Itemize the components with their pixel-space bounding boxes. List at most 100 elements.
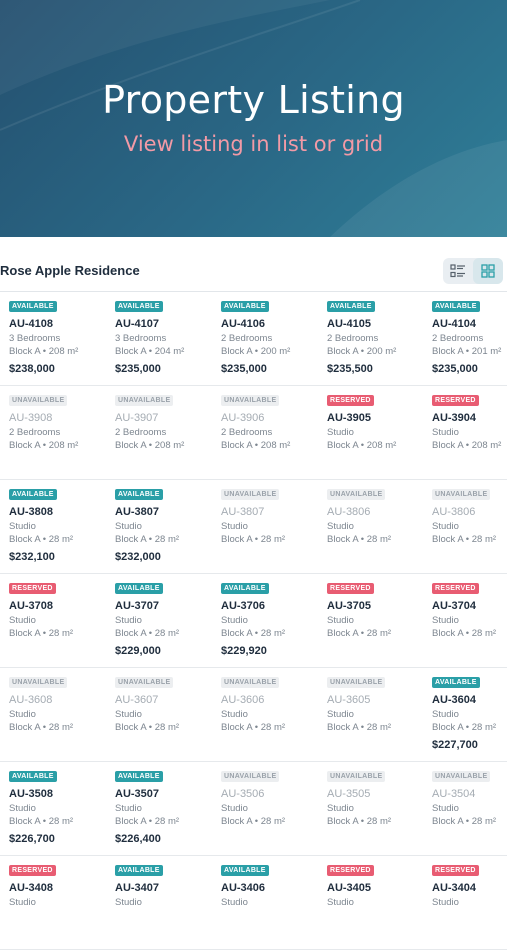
status-badge: UNAVAILABLE — [9, 395, 68, 406]
unit-card[interactable]: AVAILABLE AU-3807 Studio Block A • 28 m² $23… — [106, 480, 212, 573]
list-view-icon — [450, 264, 465, 278]
unit-size: Block A • 200 m² — [327, 346, 397, 357]
unit-card[interactable]: UNAVAILABLE AU-3607 Studio Block A • 28 m² — [106, 668, 212, 761]
unit-card[interactable]: AVAILABLE AU-4106 2 Bedrooms Block A • 200 … — [212, 292, 318, 385]
unit-card[interactable]: AVAILABLE AU-4105 2 Bedrooms Block A • 200 … — [318, 292, 424, 385]
unit-rooms: 2 Bedrooms — [221, 333, 273, 344]
unit-number: AU-3905 — [327, 412, 372, 424]
unit-card[interactable]: AVAILABLE AU-3407 Studio — [106, 856, 212, 949]
page-subtitle: View listing in list or grid — [123, 132, 384, 156]
unit-card[interactable]: AVAILABLE AU-3706 Studio Block A • 28 m² $22… — [212, 574, 318, 667]
unit-card[interactable]: RESERVED AU-3405 Studio — [318, 856, 424, 949]
unit-number: AU-3606 — [221, 694, 265, 706]
unit-number: AU-3906 — [221, 412, 265, 424]
unit-rooms: Studio — [9, 709, 36, 720]
unit-number: AU-3608 — [9, 694, 53, 706]
unit-card[interactable]: RESERVED AU-3404 Studio — [423, 856, 507, 949]
status-badge: AVAILABLE — [432, 301, 480, 312]
unit-number: AU-3806 — [327, 506, 371, 518]
unit-price: $229,000 — [115, 645, 161, 657]
status-badge: RESERVED — [9, 583, 56, 594]
unit-card[interactable]: UNAVAILABLE AU-3506 Studio Block A • 28 m² — [212, 762, 318, 855]
unit-number: AU-3604 — [432, 694, 477, 706]
list-view-button[interactable] — [443, 258, 473, 284]
unit-number: AU-4104 — [432, 318, 477, 330]
unit-number: AU-3407 — [115, 882, 160, 894]
unit-card[interactable]: UNAVAILABLE AU-3605 Studio Block A • 28 m² — [318, 668, 424, 761]
status-badge: UNAVAILABLE — [432, 771, 491, 782]
unit-price: $235,000 — [221, 363, 267, 375]
unit-card[interactable]: UNAVAILABLE AU-3504 Studio Block A • 28 m² — [423, 762, 507, 855]
unit-rooms: Studio — [115, 615, 142, 626]
unit-number: AU-4105 — [327, 318, 372, 330]
unit-rooms: 2 Bedrooms — [115, 427, 167, 438]
unit-number: AU-3406 — [221, 882, 266, 894]
status-badge: RESERVED — [432, 395, 479, 406]
status-badge: AVAILABLE — [221, 865, 269, 876]
unit-card[interactable]: UNAVAILABLE AU-3606 Studio Block A • 28 m² — [212, 668, 318, 761]
unit-card[interactable]: UNAVAILABLE AU-3807 Studio Block A • 28 m² — [212, 480, 318, 573]
unit-rooms: Studio — [432, 521, 459, 532]
unit-rooms: Studio — [327, 897, 354, 908]
unit-card[interactable]: AVAILABLE AU-4108 3 Bedrooms Block A • 208 … — [0, 292, 106, 385]
unit-rooms: Studio — [327, 427, 354, 438]
unit-number: AU-3504 — [432, 788, 476, 800]
unit-card[interactable]: AVAILABLE AU-4104 2 Bedrooms Block A • 201 … — [423, 292, 507, 385]
unit-rooms: Studio — [115, 521, 142, 532]
unit-number: AU-3807 — [115, 506, 160, 518]
unit-number: AU-3605 — [327, 694, 371, 706]
unit-size: Block A • 28 m² — [221, 628, 286, 639]
unit-card[interactable]: AVAILABLE AU-3707 Studio Block A • 28 m² $22… — [106, 574, 212, 667]
unit-card[interactable]: RESERVED AU-3904 Studio Block A • 208 m² — [423, 386, 507, 479]
unit-card[interactable]: UNAVAILABLE AU-3907 2 Bedrooms Block A • 20… — [106, 386, 212, 479]
unit-card[interactable]: RESERVED AU-3905 Studio Block A • 208 m² — [318, 386, 424, 479]
unit-size: Block A • 28 m² — [221, 722, 286, 733]
unit-card[interactable]: RESERVED AU-3704 Studio Block A • 28 m² — [423, 574, 507, 667]
unit-rooms: Studio — [327, 803, 354, 814]
unit-rooms: Studio — [115, 803, 142, 814]
unit-card[interactable]: AVAILABLE AU-3507 Studio Block A • 28 m² $22… — [106, 762, 212, 855]
unit-size: Block A • 204 m² — [115, 346, 185, 357]
unit-rooms: Studio — [327, 709, 354, 720]
unit-card[interactable]: UNAVAILABLE AU-3806 Studio Block A • 28 m² — [423, 480, 507, 573]
unit-card[interactable]: UNAVAILABLE AU-3906 2 Bedrooms Block A • 20… — [212, 386, 318, 479]
unit-card[interactable]: AVAILABLE AU-4107 3 Bedrooms Block A • 204 … — [106, 292, 212, 385]
unit-card[interactable]: UNAVAILABLE AU-3806 Studio Block A • 28 m² — [318, 480, 424, 573]
unit-card[interactable]: AVAILABLE AU-3406 Studio — [212, 856, 318, 949]
unit-rooms: Studio — [432, 427, 459, 438]
grid-view-button[interactable] — [473, 258, 503, 284]
unit-row: AVAILABLE AU-4108 3 Bedrooms Block A • 208 … — [0, 292, 507, 386]
unit-number: AU-3507 — [115, 788, 160, 800]
unit-price: $235,500 — [327, 363, 373, 375]
hero-wave-decoration — [0, 0, 507, 237]
status-badge: UNAVAILABLE — [115, 395, 174, 406]
unit-size: Block A • 208 m² — [221, 440, 291, 451]
unit-card[interactable]: UNAVAILABLE AU-3908 2 Bedrooms Block A • 20… — [0, 386, 106, 479]
unit-rooms: Studio — [221, 709, 248, 720]
unit-card[interactable]: RESERVED AU-3708 Studio Block A • 28 m² — [0, 574, 106, 667]
unit-row: UNAVAILABLE AU-3608 Studio Block A • 28 m² U… — [0, 668, 507, 762]
unit-price: $227,700 — [432, 739, 478, 751]
unit-rooms: Studio — [9, 897, 36, 908]
unit-card[interactable]: RESERVED AU-3408 Studio — [0, 856, 106, 949]
unit-card[interactable]: AVAILABLE AU-3604 Studio Block A • 28 m² $22… — [423, 668, 507, 761]
unit-card[interactable]: UNAVAILABLE AU-3505 Studio Block A • 28 m² — [318, 762, 424, 855]
unit-rooms: Studio — [221, 803, 248, 814]
unit-rooms: Studio — [432, 803, 459, 814]
unit-card[interactable]: UNAVAILABLE AU-3608 Studio Block A • 28 m² — [0, 668, 106, 761]
unit-size: Block A • 28 m² — [115, 722, 180, 733]
unit-rooms: Studio — [9, 803, 36, 814]
unit-row: AVAILABLE AU-3508 Studio Block A • 28 m² $22… — [0, 762, 507, 856]
unit-rooms: 3 Bedrooms — [115, 333, 167, 344]
view-toggle — [443, 258, 503, 284]
unit-size: Block A • 28 m² — [432, 816, 497, 827]
unit-card[interactable]: AVAILABLE AU-3508 Studio Block A • 28 m² $22… — [0, 762, 106, 855]
unit-size: Block A • 28 m² — [115, 816, 180, 827]
unit-size: Block A • 208 m² — [115, 440, 185, 451]
unit-number: AU-3506 — [221, 788, 265, 800]
unit-rooms: Studio — [432, 615, 459, 626]
listing-panel: Rose Apple Residence — [0, 237, 507, 950]
unit-card[interactable]: AVAILABLE AU-3808 Studio Block A • 28 m² $23… — [0, 480, 106, 573]
unit-card[interactable]: RESERVED AU-3705 Studio Block A • 28 m² — [318, 574, 424, 667]
status-badge: AVAILABLE — [432, 677, 480, 688]
